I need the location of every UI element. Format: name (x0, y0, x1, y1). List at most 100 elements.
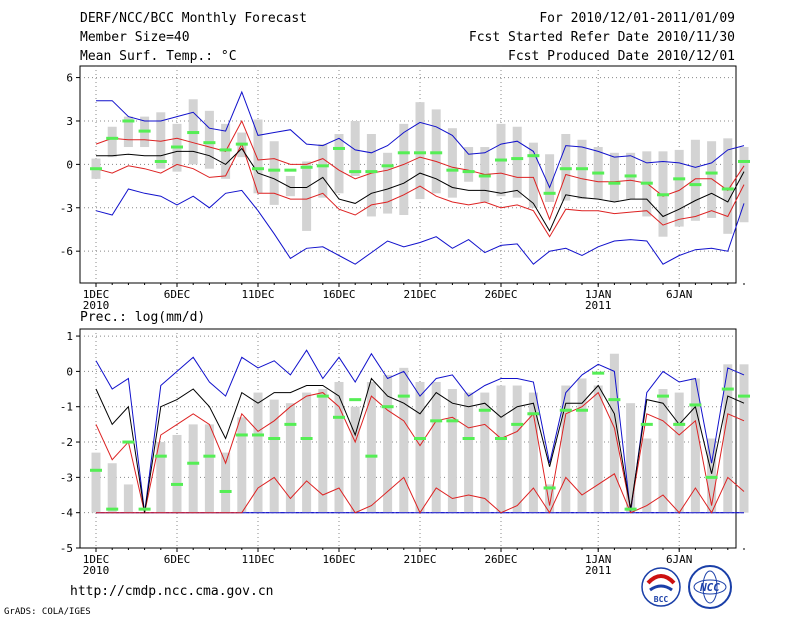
prec-mean-marker-26 (511, 422, 524, 426)
prec-mean-marker-6 (187, 461, 200, 465)
temp-box-13 (302, 161, 312, 231)
prec-box-37 (690, 378, 700, 513)
prec-mean-marker-8 (219, 489, 232, 493)
temp-outer-high-line (96, 90, 745, 189)
prec-ytick-label-6: 1 (66, 330, 73, 343)
prec-box-22 (447, 389, 457, 513)
temp-box-23 (464, 147, 474, 182)
prec-box-0 (91, 452, 101, 513)
temp-mean-marker-30 (576, 167, 588, 171)
prec-mean-marker-5 (171, 482, 183, 486)
temp-box-39 (723, 138, 733, 234)
temp-median-line (96, 147, 745, 232)
prec-box-9 (237, 417, 247, 513)
prec-mean-marker-20 (414, 437, 426, 440)
prec-ytick-label-4: -1 (60, 401, 73, 414)
prec-xtick-sublabel-0: 2010 (83, 564, 110, 577)
prec-xtick-sublabel-6: 2011 (585, 564, 612, 577)
prec-ytick-label-5: 0 (66, 365, 73, 378)
temp-mean-marker-10 (252, 167, 264, 171)
prec-box-18 (383, 374, 393, 513)
temp-mean-marker-37 (689, 183, 702, 187)
bcc-logo-label: BCC (654, 595, 669, 604)
prec-xtick-label-6: 1JAN (585, 553, 612, 566)
prec-mean-marker-11 (268, 437, 281, 440)
prec-mean-marker-16 (349, 398, 362, 402)
temp-xtick-label-0: 1DEC (83, 288, 110, 301)
prec-xtick-label-2: 11DEC (241, 553, 274, 566)
temp-box-14 (318, 144, 328, 198)
prec-xtick-label-4: 21DEC (403, 553, 436, 566)
temp-inner-high-line (95, 119, 745, 221)
prec-mean-marker-12 (284, 422, 297, 426)
prec-box-29 (561, 385, 571, 513)
temp-ytick-label-0: -6 (60, 245, 73, 258)
temp-box-22 (447, 128, 457, 198)
prec-ytick-label-3: -2 (60, 436, 73, 449)
temp-ytick-label-1: -3 (60, 202, 73, 215)
prec-xtick-label-3: 16DEC (322, 553, 355, 566)
prec-box-16 (350, 406, 360, 513)
temp-mean-marker-12 (284, 168, 297, 172)
temp-box-32 (609, 152, 619, 202)
temp-xtick-label-7: 6JAN (666, 288, 693, 301)
prec-mean-marker-27 (527, 412, 540, 416)
temp-mean-marker-5 (171, 145, 183, 149)
temp-mean-marker-36 (673, 177, 686, 181)
temp-box-19 (399, 123, 409, 216)
temp-mean-marker-11 (268, 168, 281, 172)
ncc-logo: NCC (688, 565, 732, 609)
prec-mean-marker-37 (689, 403, 702, 407)
prec-box-14 (318, 389, 328, 513)
temp-box-11 (269, 141, 279, 205)
temp-mean-marker-27 (527, 154, 540, 158)
prec-median-line (95, 377, 745, 513)
temp-mean-marker-2 (122, 119, 135, 123)
temp-mean-marker-20 (414, 151, 426, 155)
prec-plot-frame (79, 328, 737, 549)
prec-mean-marker-36 (673, 422, 686, 426)
temp-mean-marker-39 (721, 187, 734, 191)
prec-mean-marker-4 (154, 454, 167, 458)
prec-box-17 (366, 381, 376, 513)
prec-box-30 (577, 378, 587, 513)
temp-mean-marker-1 (106, 136, 119, 140)
prec-mean-marker-25 (495, 437, 507, 440)
prec-mean-marker-7 (203, 454, 216, 458)
temp-mean-marker-8 (219, 148, 232, 152)
prec-box-21 (431, 381, 441, 513)
temp-xtick-label-1: 6DEC (164, 288, 191, 301)
temp-mean-marker-34 (640, 181, 653, 185)
footer-url[interactable]: http://cmdp.ncc.cma.gov.cn (70, 584, 274, 599)
prec-box-27 (528, 392, 538, 513)
prec-mean-marker-32 (608, 398, 621, 402)
prec-mean-marker-30 (576, 408, 588, 412)
prec-mean-marker-28 (543, 486, 556, 490)
temp-mean-marker-16 (349, 170, 362, 174)
temp-mean-marker-18 (381, 164, 394, 168)
temp-box-7 (204, 110, 214, 169)
prec-box-35 (658, 389, 668, 513)
temp-mean-marker-33 (624, 174, 637, 178)
temp-mean-marker-13 (300, 165, 313, 169)
prec-mean-marker-34 (640, 422, 653, 426)
precip-panel-title: Prec.: log(mm/d) (80, 310, 205, 325)
temp-box-15 (334, 133, 344, 194)
prec-box-31 (593, 385, 603, 513)
prec-box-19 (399, 367, 409, 513)
prec-ytick-label-2: -3 (60, 471, 73, 484)
temp-mean-marker-7 (203, 141, 216, 145)
prec-mean-marker-17 (365, 454, 378, 458)
bcc-logo: BCC (641, 567, 681, 607)
temp-xtick-sublabel-0: 2010 (83, 299, 110, 312)
ncc-logo-label: NCC (699, 581, 720, 594)
prec-xtick-label-0: 1DEC (83, 553, 110, 566)
temp-inner-low-line (95, 142, 745, 238)
temp-xtick-label-6: 1JAN (585, 288, 612, 301)
temp-box-26 (512, 126, 522, 198)
prec-ytick-label-1: -4 (60, 507, 74, 520)
temp-xtick-sublabel-6: 2011 (585, 299, 612, 312)
prec-box-5 (172, 434, 182, 513)
temp-mean-marker-35 (657, 193, 669, 197)
